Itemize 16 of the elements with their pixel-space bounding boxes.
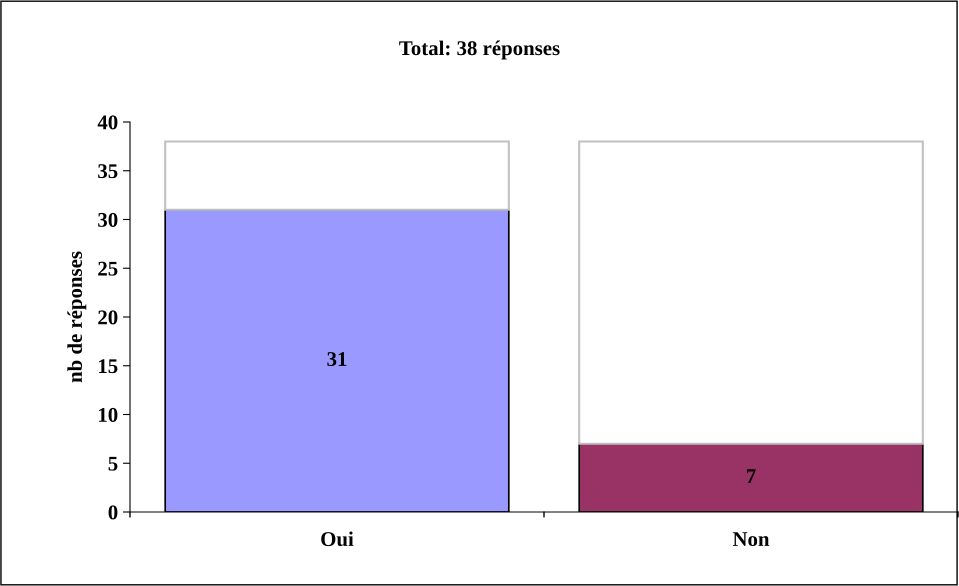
x-tick-label: Oui: [321, 531, 354, 546]
data-label: 31: [327, 352, 346, 366]
chart-title: Total: 38 réponses: [399, 40, 560, 60]
y-tick-label: 40: [98, 115, 118, 130]
bar: [164, 140, 510, 211]
y-tick-label: 10: [99, 408, 118, 422]
y-axis-title: nb de réponses: [67, 252, 86, 382]
y-tick-label: 20: [98, 310, 118, 324]
x-tick-label: Non: [732, 532, 770, 546]
y-tick-label: 35: [98, 164, 118, 178]
y-tick-label: 25: [98, 262, 118, 276]
y-tick-label: 5: [108, 456, 118, 471]
y-tick-label: 15: [99, 359, 118, 374]
y-tick-label: 0: [108, 505, 118, 520]
y-tick-label: 30: [98, 212, 118, 227]
data-label: 7: [746, 469, 756, 483]
